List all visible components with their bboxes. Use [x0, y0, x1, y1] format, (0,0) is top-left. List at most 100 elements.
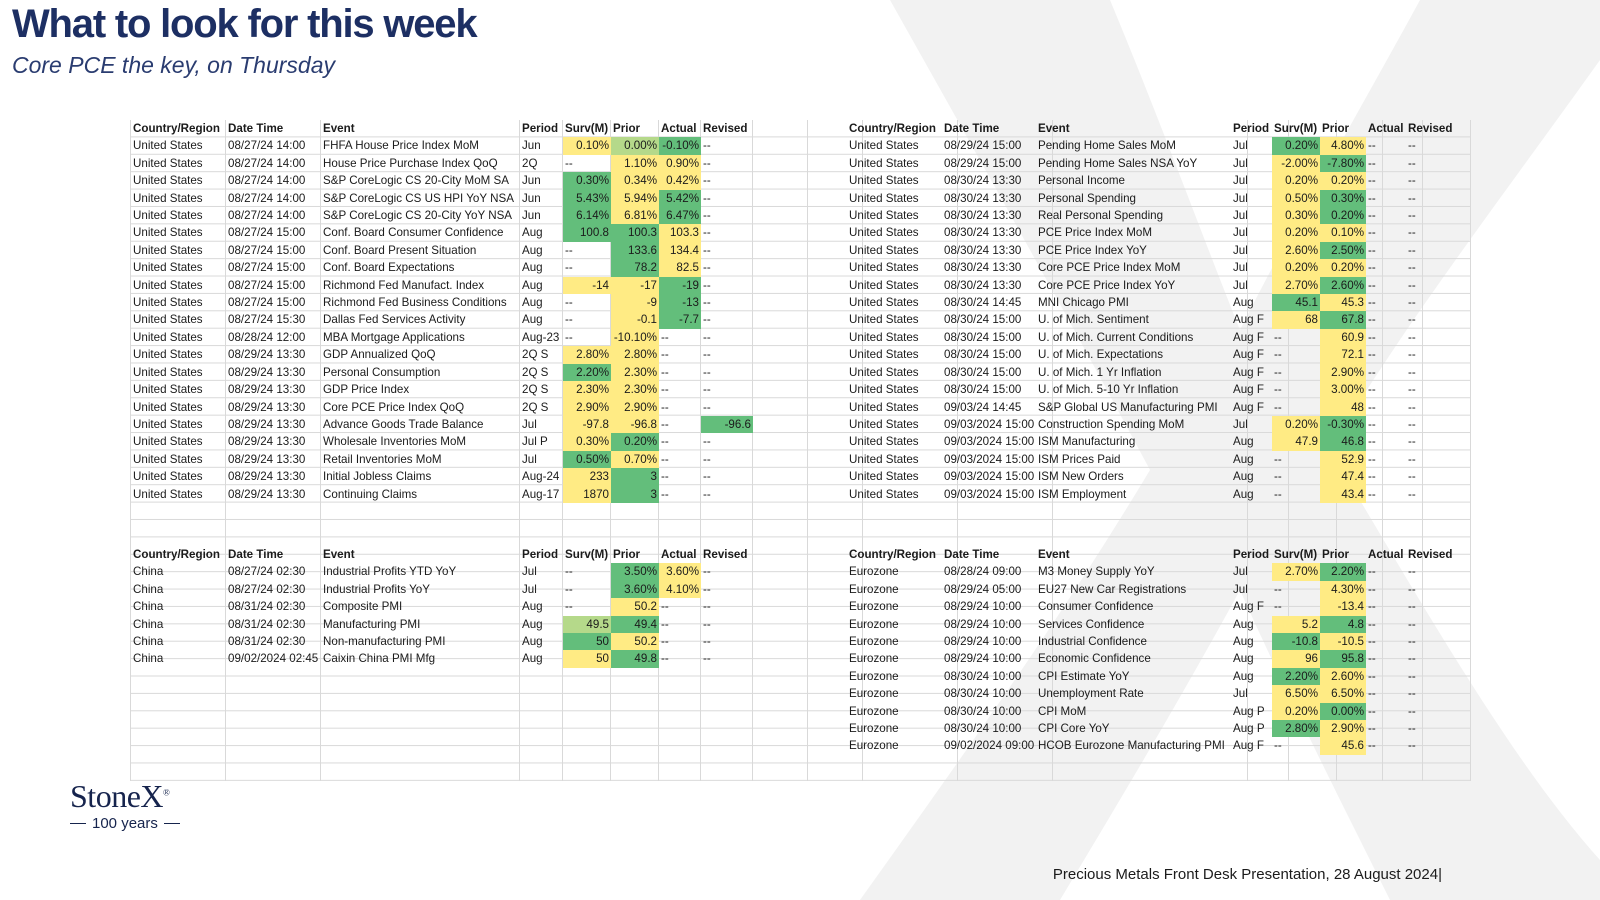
- column-header-event: Event: [1038, 548, 1070, 561]
- cell-country: United States: [133, 139, 203, 153]
- cell-revised: --: [1408, 652, 1416, 666]
- cell-prior: 1.10%: [611, 154, 659, 173]
- cell-actual: --: [661, 330, 669, 344]
- cell-survey: 2.30%: [563, 381, 611, 399]
- cell-survey: --: [1274, 452, 1282, 466]
- cell-period: Aug-24: [522, 470, 560, 484]
- cell-survey: --: [1274, 739, 1282, 753]
- cell-actual: --: [661, 348, 669, 362]
- page-subtitle: Core PCE the key, on Thursday: [12, 52, 335, 78]
- cell-actual: --: [1368, 330, 1376, 344]
- cell-country: United States: [133, 417, 203, 431]
- cell-survey: --: [565, 330, 573, 344]
- cell-prior: -10.5: [1320, 633, 1366, 651]
- cell-event: GDP Price Index: [323, 383, 410, 397]
- cell-datetime: 08/30/24 13:30: [944, 209, 1022, 223]
- cell-event: Personal Income: [1038, 174, 1125, 188]
- column-header-revised: Revised: [1408, 122, 1453, 135]
- cell-event: U. of Mich. 5-10 Yr Inflation: [1038, 383, 1179, 397]
- cell-actual: --: [1368, 139, 1376, 153]
- cell-actual: 0.90%: [659, 154, 701, 173]
- logo-name: StoneX®: [70, 778, 170, 814]
- table-row: Eurozone 08/30/24 10:00 Unemployment Rate J…: [847, 685, 1454, 703]
- cell-prior: -13.4: [1320, 598, 1366, 616]
- cell-revised: --: [1408, 470, 1416, 484]
- cell-datetime: 08/30/24 10:00: [944, 704, 1022, 718]
- cell-event: Wholesale Inventories MoM: [323, 435, 467, 449]
- cell-event: EU27 New Car Registrations: [1038, 582, 1187, 596]
- cell-datetime: 08/27/24 15:30: [228, 313, 306, 327]
- cell-datetime: 08/27/24 14:00: [228, 209, 306, 223]
- cell-survey: 0.20%: [1272, 172, 1320, 190]
- cell-revised: --: [1408, 348, 1416, 362]
- cell-datetime: 08/27/24 15:00: [228, 278, 306, 292]
- cell-survey: --: [565, 296, 573, 310]
- cell-prior: 0.30%: [1320, 189, 1366, 208]
- cell-datetime: 09/02/2024 09:00: [944, 739, 1035, 753]
- cell-period: Jun: [522, 139, 541, 153]
- cell-prior: 43.4: [1320, 485, 1366, 503]
- cell-event: Industrial Profits YoY: [323, 582, 430, 596]
- cell-datetime: 08/29/24 10:00: [944, 652, 1022, 666]
- cell-country: United States: [133, 400, 203, 414]
- cell-revised: --: [703, 383, 711, 397]
- cell-country: United States: [849, 296, 919, 310]
- cell-survey: --: [1274, 487, 1282, 501]
- table-row: United States 08/30/24 13:30 Core PCE Pric…: [847, 276, 1454, 295]
- table-row: United States 08/30/24 13:30 PCE Price Ind…: [847, 224, 1454, 242]
- cell-period: Aug: [1233, 470, 1254, 484]
- cell-period: Jul: [1233, 191, 1248, 205]
- cell-survey: 5.43%: [563, 189, 611, 208]
- cell-period: 2Q S: [522, 348, 549, 362]
- column-header-event: Event: [323, 122, 355, 135]
- cell-prior: 50.2: [611, 598, 659, 616]
- cell-datetime: 08/27/24 15:00: [228, 261, 306, 275]
- cell-prior: -96.8: [611, 415, 659, 434]
- cell-period: Aug: [1233, 296, 1254, 310]
- table-row: Eurozone 09/02/2024 09:00 HCOB Eurozone Ma…: [847, 737, 1454, 755]
- cell-survey: 50: [563, 650, 611, 668]
- cell-event: Unemployment Rate: [1038, 687, 1144, 701]
- cell-period: Aug: [522, 617, 543, 631]
- cell-period: 2Q S: [522, 383, 549, 397]
- cell-period: Aug: [1233, 652, 1254, 666]
- cell-prior: 6.50%: [1320, 685, 1366, 703]
- table-row: United States 09/03/2024 15:00 ISM Manufac…: [847, 433, 1454, 451]
- column-header-prior: Prior: [613, 122, 641, 135]
- table-row: United States 08/30/24 15:00 U. of Mich. 5…: [847, 381, 1454, 399]
- cell-prior: 0.00%: [1320, 702, 1366, 721]
- cell-country: United States: [849, 191, 919, 205]
- cell-actual: --: [1368, 191, 1376, 205]
- cell-prior: 3.60%: [611, 580, 659, 599]
- cell-prior: 4.80%: [1320, 137, 1366, 155]
- cell-prior: 49.8: [611, 650, 659, 668]
- cell-event: Real Personal Spending: [1038, 209, 1164, 223]
- cell-revised: --: [703, 635, 711, 649]
- cell-event: Richmond Fed Business Conditions: [323, 296, 507, 310]
- cell-prior: 5.94%: [611, 189, 659, 208]
- cell-datetime: 08/29/24 13:30: [228, 417, 306, 431]
- cell-datetime: 08/27/24 15:00: [228, 226, 306, 240]
- cell-revised: --: [1408, 565, 1416, 579]
- cell-datetime: 09/03/2024 15:00: [944, 435, 1035, 449]
- cell-datetime: 08/29/24 10:00: [944, 635, 1022, 649]
- cell-revised: -96.6: [701, 415, 753, 434]
- cell-event: Pending Home Sales MoM: [1038, 139, 1176, 153]
- cell-prior: 2.90%: [1320, 720, 1366, 738]
- cell-actual: 134.4: [659, 241, 701, 260]
- table-row: United States 09/03/2024 15:00 ISM Prices …: [847, 450, 1454, 469]
- cell-revised: --: [1408, 452, 1416, 466]
- cell-period: Aug: [522, 296, 543, 310]
- cell-revised: --: [703, 400, 711, 414]
- cell-country: United States: [849, 209, 919, 223]
- cell-event: CPI Core YoY: [1038, 722, 1110, 736]
- cell-country: United States: [133, 174, 203, 188]
- cell-prior: 46.8: [1320, 433, 1366, 451]
- cell-datetime: 09/02/2024 02:45: [228, 652, 319, 666]
- cell-actual: --: [1368, 435, 1376, 449]
- cell-survey: 96: [1272, 650, 1320, 668]
- table-row: United States 08/30/24 13:30 PCE Price Ind…: [847, 241, 1454, 260]
- cell-datetime: 08/27/24 14:00: [228, 174, 306, 188]
- table-row: United States 08/29/24 13:30 Personal Cons…: [131, 363, 753, 382]
- cell-period: Jun: [522, 209, 541, 223]
